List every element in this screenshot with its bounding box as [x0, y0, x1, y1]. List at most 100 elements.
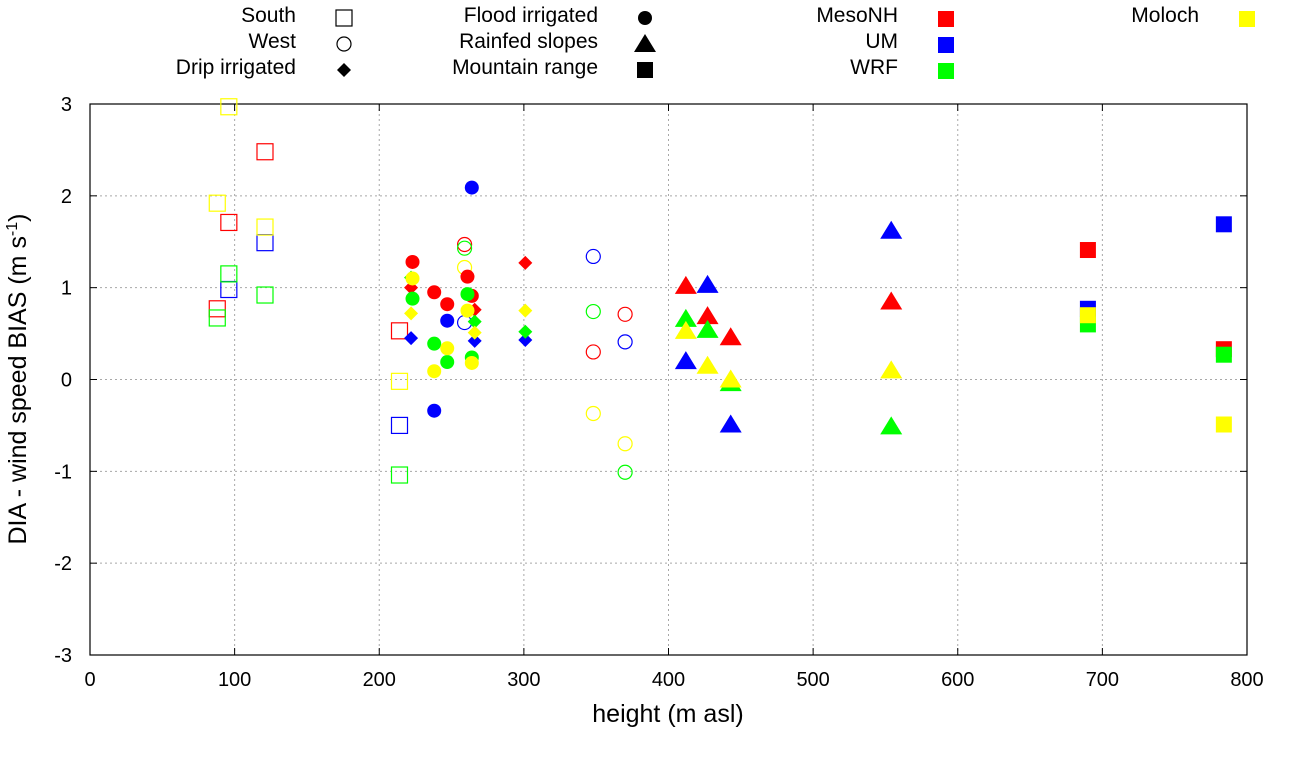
point-drip-irrigated-um: [467, 333, 482, 348]
point-flood-irrigated-mesonh: [460, 269, 475, 284]
legend-marker-south: [335, 9, 353, 27]
point-rainfed-slopes-um: [674, 351, 697, 370]
y-axis-title: DIA - wind speed BIAS (m s-1): [4, 213, 32, 544]
point-flood-irrigated-wrf: [427, 336, 442, 351]
x-tick-label: 200: [363, 669, 396, 691]
point-flood-irrigated-wrf: [460, 287, 475, 302]
y-axis-title-main: DIA - wind speed BIAS (m s: [4, 236, 32, 544]
point-mountain-range-wrf: [1215, 346, 1232, 363]
plot-area: 0 100 200 300 400 500 600 700 800 -3 -2 -1 0 1 2 3: [54, 94, 1263, 691]
point-drip-irrigated-um: [518, 333, 533, 348]
point-flood-irrigated-um: [464, 180, 479, 195]
point-south-moloch: [220, 98, 238, 116]
point-mountain-range-moloch: [1079, 307, 1096, 324]
legend-swatch-moloch: [1239, 11, 1255, 27]
legend-swatch-um: [938, 37, 954, 53]
point-drip-irrigated-um: [404, 331, 419, 346]
y-axis-title-superscript: -1: [4, 222, 21, 236]
point-south-wrf: [256, 286, 274, 304]
point-flood-irrigated-wrf: [405, 291, 420, 306]
point-drip-irrigated-wrf: [467, 314, 482, 329]
point-rainfed-slopes-um: [696, 274, 719, 293]
point-mountain-range-um: [1215, 216, 1232, 233]
x-tick-label: 700: [1086, 669, 1119, 691]
point-rainfed-slopes-wrf: [674, 308, 697, 327]
legend-label-rainfed-slopes: Rainfed slopes: [459, 30, 598, 53]
point-south-mesonh: [390, 322, 409, 340]
legend-marker-rainfed-slopes: [634, 34, 656, 52]
legend-marker-flood-irrigated: [638, 11, 652, 25]
y-tick-label: -3: [54, 645, 72, 667]
x-tick-label: 500: [796, 669, 829, 691]
point-south-mesonh: [208, 300, 226, 318]
x-tick-label: 400: [652, 669, 685, 691]
legend-label-moloch: Moloch: [1131, 4, 1199, 27]
point-west-wrf: [617, 464, 633, 480]
point-flood-irrigated-moloch: [460, 303, 475, 318]
point-west-mesonh: [456, 236, 473, 253]
point-west-moloch: [617, 436, 633, 452]
x-tick-label: 100: [218, 669, 251, 691]
point-south-um: [390, 416, 409, 435]
point-west-mesonh: [617, 306, 633, 322]
legend-label-wrf: WRF: [850, 56, 898, 79]
point-south-mesonh: [256, 143, 274, 161]
point-west-wrf: [456, 240, 473, 256]
legend-marker-drip-irrigated: [337, 63, 351, 77]
legend-label-drip-irrigated: Drip irrigated: [176, 56, 296, 79]
point-mountain-range-moloch: [1215, 416, 1232, 433]
point-flood-irrigated-moloch: [405, 271, 420, 286]
y-tick-label: 3: [61, 94, 72, 116]
y-axis-title-tail: ): [4, 213, 32, 221]
x-tick-label: 800: [1230, 669, 1263, 691]
point-south-wrf: [390, 466, 409, 484]
point-south-moloch: [256, 218, 274, 236]
point-rainfed-slopes-mesonh: [719, 327, 742, 346]
point-drip-irrigated-moloch: [467, 325, 482, 340]
point-rainfed-slopes-mesonh: [674, 275, 697, 294]
point-south-wrf: [220, 265, 238, 283]
point-flood-irrigated-moloch: [464, 355, 479, 370]
point-flood-irrigated-moloch: [440, 341, 455, 356]
point-drip-irrigated-mesonh: [518, 255, 533, 270]
point-rainfed-slopes-mesonh: [696, 306, 719, 325]
point-west-mesonh: [585, 344, 601, 360]
point-south-um: [256, 234, 274, 252]
legend-label-mountain-range: Mountain range: [452, 56, 598, 79]
point-flood-irrigated-wrf: [440, 355, 455, 370]
legend: South West Drip irrigated Flood irrigated Ra…: [176, 4, 1255, 79]
point-flood-irrigated-um: [440, 313, 455, 328]
point-south-mesonh: [220, 213, 238, 232]
point-rainfed-slopes-um: [719, 414, 742, 433]
point-rainfed-slopes-um: [880, 220, 903, 239]
point-drip-irrigated-moloch: [404, 306, 419, 321]
legend-label-flood-irrigated: Flood irrigated: [464, 4, 598, 27]
legend-label-south: South: [241, 4, 296, 27]
y-tick-label: -1: [54, 461, 72, 483]
point-rainfed-slopes-moloch: [719, 369, 742, 388]
x-tick-label: 600: [941, 669, 974, 691]
x-axis-title: height (m asl): [592, 700, 743, 728]
point-rainfed-slopes-moloch: [674, 320, 697, 339]
legend-label-um: UM: [865, 30, 898, 53]
y-tick-label: 2: [61, 186, 72, 208]
point-rainfed-slopes-wrf: [696, 319, 719, 338]
point-flood-irrigated-um: [427, 403, 442, 418]
point-south-wrf: [208, 309, 226, 327]
legend-label-west: West: [249, 30, 297, 53]
point-drip-irrigated-moloch: [518, 303, 533, 318]
y-tick-label: 0: [61, 370, 72, 392]
x-tick-label: 0: [84, 669, 95, 691]
y-tick-label: -2: [54, 553, 72, 575]
point-rainfed-slopes-moloch: [880, 360, 903, 379]
legend-swatch-wrf: [938, 63, 954, 79]
point-west-wrf: [585, 303, 601, 320]
point-drip-irrigated-wrf: [518, 324, 533, 339]
legend-marker-mountain-range: [637, 62, 653, 78]
legend-swatch-mesonh: [938, 11, 954, 27]
legend-label-mesonh: MesoNH: [816, 4, 898, 27]
legend-marker-west: [336, 36, 352, 52]
point-rainfed-slopes-mesonh: [880, 291, 903, 310]
point-west-um: [617, 334, 633, 350]
